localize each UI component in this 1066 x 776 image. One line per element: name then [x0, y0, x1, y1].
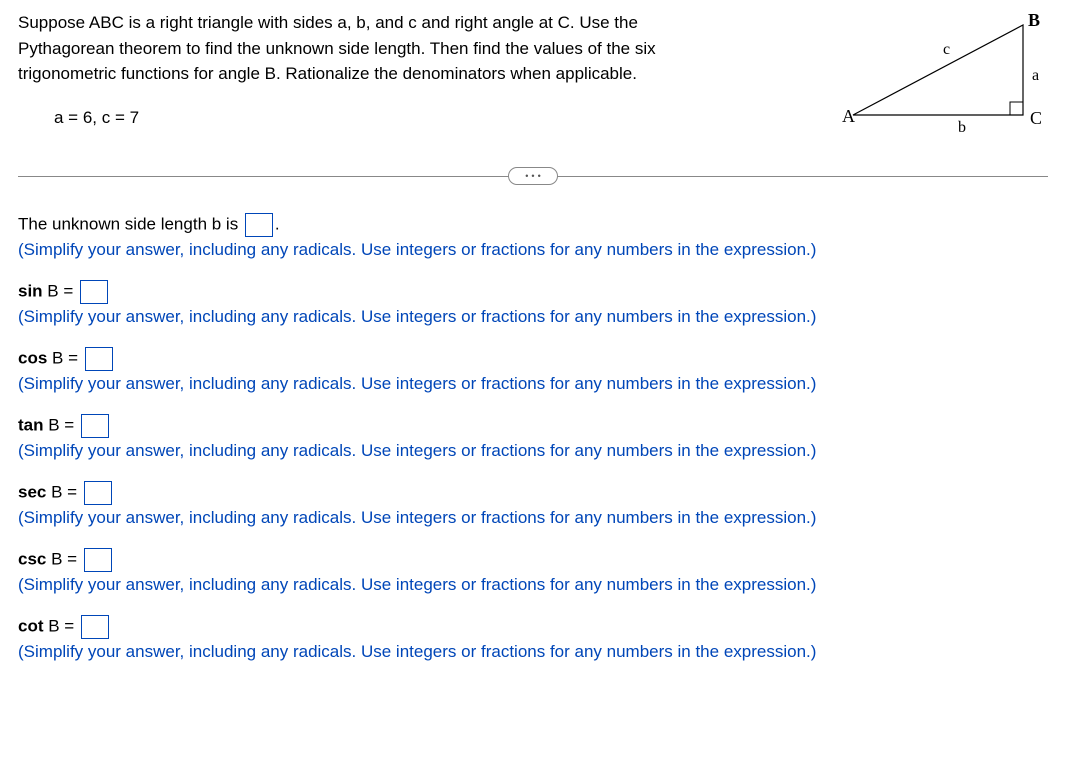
answer-line-tan: tan B =: [18, 414, 1048, 438]
answer-cos: cos B = (Simplify your answer, including…: [18, 347, 1048, 394]
right-angle-marker: [1010, 102, 1023, 115]
label-bold-cot: cot: [18, 616, 44, 635]
label-rest-cot: B =: [44, 616, 79, 635]
problem-statement: Suppose ABC is a right triangle with sid…: [18, 10, 818, 130]
side-b-label: b: [958, 119, 966, 136]
vertex-B-label: B: [1028, 10, 1040, 30]
label-bold-csc: csc: [18, 549, 46, 568]
answer-line-cot: cot B =: [18, 615, 1048, 639]
problem-given: a = 6, c = 7: [54, 105, 818, 131]
label-bold-sec: sec: [18, 482, 46, 501]
problem-line2: Pythagorean theorem to find the unknown …: [18, 36, 818, 62]
answer-b-line: The unknown side length b is .: [18, 213, 1048, 237]
hint-b: (Simplify your answer, including any rad…: [18, 240, 1048, 260]
input-csc[interactable]: [84, 548, 112, 572]
side-c-label: c: [943, 41, 950, 58]
answer-line-cos: cos B =: [18, 347, 1048, 371]
divider-line-right: [557, 176, 1048, 177]
input-tan[interactable]: [81, 414, 109, 438]
side-a-label: a: [1032, 67, 1039, 84]
problem-line1: Suppose ABC is a right triangle with sid…: [18, 10, 818, 36]
answer-b: The unknown side length b is . (Simplify…: [18, 213, 1048, 260]
answer-line-sin: sin B =: [18, 280, 1048, 304]
answer-sec: sec B = (Simplify your answer, including…: [18, 481, 1048, 528]
problem-line3: trigonometric functions for angle B. Rat…: [18, 61, 818, 87]
label-rest-sin: B =: [43, 281, 78, 300]
hint-cot: (Simplify your answer, including any rad…: [18, 642, 1048, 662]
hint-sec: (Simplify your answer, including any rad…: [18, 508, 1048, 528]
section-divider: •••: [18, 167, 1048, 185]
divider-line-left: [18, 176, 509, 177]
hint-cos: (Simplify your answer, including any rad…: [18, 374, 1048, 394]
answer-sin: sin B = (Simplify your answer, including…: [18, 280, 1048, 327]
triangle-diagram: A B C a b c: [838, 10, 1048, 145]
label-bold-sin: sin: [18, 281, 43, 300]
answer-b-suffix: .: [275, 214, 280, 233]
answer-tan: tan B = (Simplify your answer, including…: [18, 414, 1048, 461]
label-bold-tan: tan: [18, 415, 44, 434]
hint-tan: (Simplify your answer, including any rad…: [18, 441, 1048, 461]
input-cos[interactable]: [85, 347, 113, 371]
hint-csc: (Simplify your answer, including any rad…: [18, 575, 1048, 595]
input-cot[interactable]: [81, 615, 109, 639]
input-sec[interactable]: [84, 481, 112, 505]
label-rest-tan: B =: [44, 415, 79, 434]
vertex-C-label: C: [1030, 108, 1042, 128]
answer-line-csc: csc B =: [18, 548, 1048, 572]
answer-b-prefix: The unknown side length b is: [18, 214, 243, 233]
label-rest-csc: B =: [46, 549, 81, 568]
answer-line-sec: sec B =: [18, 481, 1048, 505]
triangle-shape: [853, 25, 1023, 115]
label-bold-cos: cos: [18, 348, 47, 367]
expand-button[interactable]: •••: [508, 167, 558, 185]
answer-cot: cot B = (Simplify your answer, including…: [18, 615, 1048, 662]
input-sin[interactable]: [80, 280, 108, 304]
label-rest-cos: B =: [47, 348, 82, 367]
answer-csc: csc B = (Simplify your answer, including…: [18, 548, 1048, 595]
vertex-A-label: A: [842, 106, 855, 126]
hint-sin: (Simplify your answer, including any rad…: [18, 307, 1048, 327]
input-b[interactable]: [245, 213, 273, 237]
label-rest-sec: B =: [46, 482, 81, 501]
